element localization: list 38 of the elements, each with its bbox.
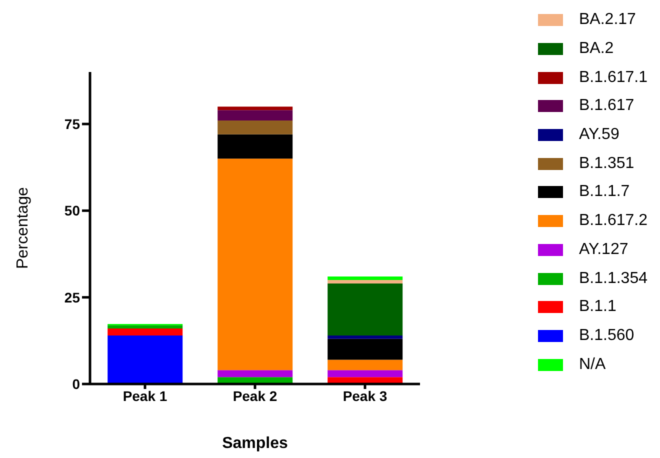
bar	[218, 120, 293, 134]
legend-label: B.1.351	[579, 154, 634, 173]
legend-label: B.1.1	[579, 298, 616, 316]
bar	[218, 370, 293, 378]
y-tick-label: 75	[64, 116, 80, 132]
bar	[328, 280, 403, 284]
legend-label: BA.2.17	[579, 11, 636, 30]
x-tick-label: Peak 2	[232, 388, 278, 404]
legend-label: B.1.560	[579, 326, 634, 345]
y-tick-label: 50	[64, 202, 80, 219]
bar	[108, 328, 183, 336]
legend-label: B.1.617.1	[579, 68, 648, 87]
legend-label: AY.59	[579, 126, 620, 144]
x-axis-title: Samples	[222, 435, 288, 452]
legend-label: B.1.617.2	[579, 212, 648, 230]
x-tick-label: Peak 3	[342, 388, 388, 404]
legend-label: N/A	[579, 356, 606, 374]
legend-label: AY.127	[579, 240, 628, 259]
bar	[108, 325, 183, 329]
legend-label: B.1.1.7	[579, 183, 630, 202]
x-tick-label: Peak 1	[122, 388, 168, 404]
bar	[328, 360, 403, 370]
bar	[218, 134, 293, 159]
y-axis-title: Percentage	[14, 186, 32, 269]
legend-label: B.1.617	[579, 97, 634, 116]
bar	[218, 106, 293, 110]
bar	[328, 370, 403, 378]
bar	[328, 335, 403, 339]
legend-label: B.1.1.354	[579, 270, 648, 288]
bar	[328, 276, 403, 280]
y-tick-label: 0	[72, 376, 80, 392]
y-tick-label: 25	[64, 289, 80, 306]
bar	[328, 283, 403, 336]
bar	[108, 335, 183, 384]
legend-label: BA.2	[579, 40, 614, 58]
bar	[328, 338, 403, 360]
bar	[218, 110, 293, 121]
bar	[218, 158, 293, 370]
